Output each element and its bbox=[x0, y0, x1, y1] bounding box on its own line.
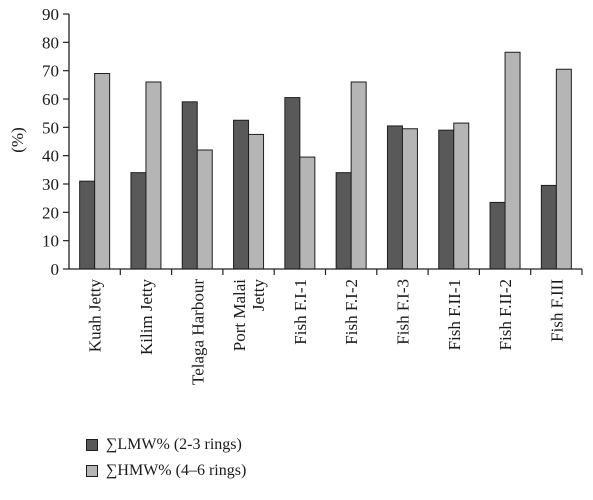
x-tick-label-9: Fish F.III bbox=[547, 279, 566, 342]
bar-lmw-8 bbox=[489, 201, 506, 270]
y-axis-label: (%) bbox=[8, 127, 27, 152]
legend-label-hmw: ∑HMW% (4–6 rings) bbox=[106, 462, 247, 479]
bar-lmw-5 bbox=[335, 172, 352, 270]
x-tick-label-1: Kilim Jetty bbox=[137, 279, 156, 356]
bar-lmw-0 bbox=[79, 180, 96, 270]
y-tick-label-30: 30 bbox=[42, 175, 59, 194]
legend-label-lmw: ∑LMW% (2-3 rings) bbox=[106, 436, 242, 453]
bar-lmw-9 bbox=[540, 184, 557, 270]
bar-hmw-8 bbox=[504, 51, 521, 270]
x-tick-label-3-line-1: Jetty bbox=[249, 279, 268, 312]
y-tick-label-50: 50 bbox=[42, 118, 59, 137]
legend-item-lmw: ∑LMW% (2-3 rings) bbox=[86, 434, 246, 456]
y-tick-label-70: 70 bbox=[42, 62, 59, 81]
bar-lmw-7 bbox=[438, 129, 455, 270]
x-tick-label-0: Kuah Jetty bbox=[86, 279, 105, 353]
bar-hmw-0 bbox=[94, 73, 111, 270]
y-tick-label-90: 90 bbox=[42, 5, 59, 24]
y-tick-label-0: 0 bbox=[51, 260, 60, 279]
x-tick-label-5: Fish F.I-2 bbox=[342, 279, 361, 345]
bar-lmw-3 bbox=[233, 119, 250, 270]
x-tick-label-3-line-0: Port Malai bbox=[230, 279, 249, 352]
bar-lmw-1 bbox=[130, 172, 147, 270]
bar-hmw-6 bbox=[401, 128, 418, 270]
y-tick-label-20: 20 bbox=[42, 203, 59, 222]
bar-hmw-9 bbox=[555, 68, 572, 270]
y-tick-label-80: 80 bbox=[42, 33, 59, 52]
y-tick-label-10: 10 bbox=[42, 232, 59, 251]
y-tick-label-60: 60 bbox=[42, 90, 59, 109]
x-tick-label-7: Fish F.II-1 bbox=[445, 279, 464, 350]
x-tick-label-2: Telaga Harbour bbox=[188, 279, 207, 385]
legend-item-hmw: ∑HMW% (4–6 rings) bbox=[86, 460, 246, 482]
bar-lmw-2 bbox=[181, 101, 198, 270]
bar-hmw-7 bbox=[453, 122, 470, 270]
x-tick-label-8: Fish F.II-2 bbox=[496, 279, 515, 350]
bars-layer bbox=[79, 51, 572, 270]
bar-hmw-4 bbox=[299, 156, 316, 270]
y-ticks: 0 10 20 30 40 50 60 70 80 90 bbox=[42, 5, 69, 279]
bar-lmw-4 bbox=[284, 97, 301, 270]
bar-hmw-3 bbox=[248, 133, 265, 270]
bar-hmw-5 bbox=[350, 81, 367, 270]
legend: ∑LMW% (2-3 rings) ∑HMW% (4–6 rings) bbox=[86, 434, 246, 486]
bar-hmw-2 bbox=[196, 149, 213, 270]
legend-swatch-hmw bbox=[86, 465, 98, 477]
x-ticks: Kuah Jetty Kilim Jetty Telaga Harbour Port … bbox=[86, 269, 583, 385]
legend-swatch-lmw bbox=[86, 439, 98, 451]
x-tick-label-6: Fish F.I-3 bbox=[393, 279, 412, 345]
y-tick-label-40: 40 bbox=[42, 147, 59, 166]
x-tick-label-4: Fish F.I-1 bbox=[291, 279, 310, 345]
bar-lmw-6 bbox=[386, 125, 403, 270]
bar-hmw-1 bbox=[145, 81, 162, 270]
